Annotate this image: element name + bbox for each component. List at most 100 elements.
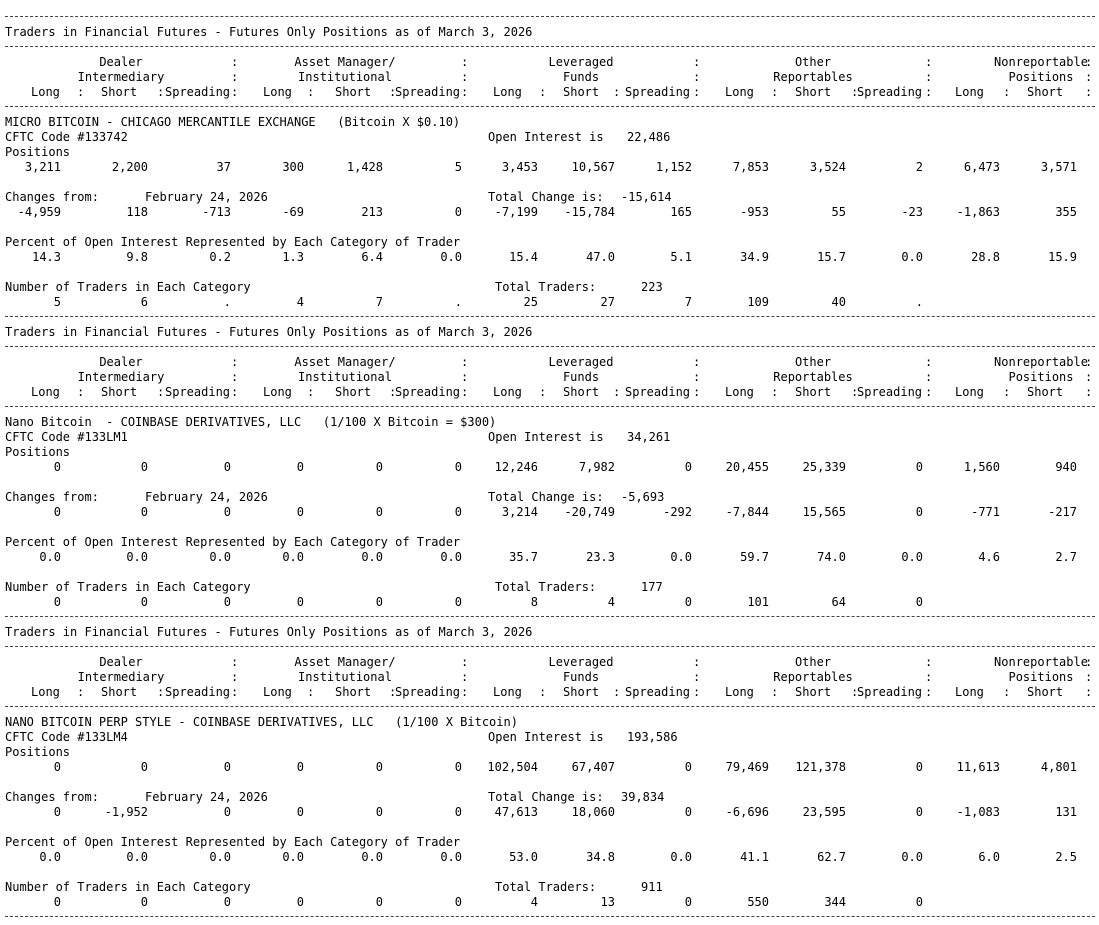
- header-colon: :: [925, 70, 933, 84]
- header-colon: :: [307, 685, 315, 699]
- traders-row-cell: 0: [684, 595, 692, 609]
- open-interest-value: 193,586: [627, 730, 678, 744]
- traders-row-cell: 6: [140, 295, 148, 309]
- positions-row-cell: 1,152: [655, 160, 692, 174]
- contract-line: NANO BITCOIN PERP STYLE - COINBASE DERIV…: [5, 715, 1095, 730]
- header-group-label: Dealer: [99, 355, 143, 369]
- header-column-label: Long: [725, 385, 754, 399]
- changes-line: Changes from: February 24, 2026 Total Chan…: [5, 790, 1095, 805]
- percent-row-cell: 0.0: [282, 550, 304, 564]
- header-column-label: Spreading: [165, 385, 231, 399]
- traders-row-cell: 4: [607, 595, 615, 609]
- header-group-label: Intermediary: [77, 670, 165, 684]
- percent-row: 14.3 9.8 0.2 1.3 6.4 0.0 15.4 47.0 5.1 34.9 15.7 0.…: [5, 250, 1095, 265]
- positions-row-cell: 7,853: [732, 160, 769, 174]
- percent-row-cell: 0.0: [440, 550, 462, 564]
- traders-row-cell: .: [915, 295, 923, 309]
- traders-row-cell: .: [223, 295, 231, 309]
- header-group-label: Dealer: [99, 655, 143, 669]
- positions-row-cell: 0: [684, 760, 692, 774]
- positions-label-line: Positions: [5, 745, 1095, 760]
- header-group-label: Asset Manager/: [294, 55, 396, 69]
- divider-rule: [5, 100, 1095, 115]
- traders-row-cell: 8: [530, 595, 538, 609]
- positions-row-cell: 0: [140, 460, 148, 474]
- percent-row-cell: 5.1: [670, 250, 692, 264]
- header-row2: Intermediary: Institutional: Funds: Reporta…: [5, 670, 1095, 685]
- header-column-label: Long: [263, 685, 292, 699]
- header-column-label: Short: [795, 385, 832, 399]
- header-colon: :: [693, 670, 701, 684]
- header-colon: :: [851, 385, 859, 399]
- positions-row-cell: 20,455: [725, 460, 769, 474]
- header-column-label: Long: [955, 385, 984, 399]
- percent-row-cell: 59.7: [740, 550, 769, 564]
- header-column-label: Short: [795, 685, 832, 699]
- traders-row-cell: 4: [530, 895, 538, 909]
- header-colon: :: [461, 670, 469, 684]
- changes-row-cell: -1,952: [104, 805, 148, 819]
- cftc-line: CFTC Code #133LM4 Open Interest is 193,586: [5, 730, 1095, 745]
- open-interest-value: 34,261: [627, 430, 671, 444]
- divider-rule: [5, 610, 1095, 625]
- percent-row-cell: 34.8: [586, 850, 615, 864]
- header-colon: :: [693, 655, 701, 669]
- header-colon: :: [539, 385, 547, 399]
- header-colon: :: [925, 55, 933, 69]
- total-traders-value: 177: [641, 580, 663, 594]
- positions-row-cell: 0: [454, 760, 462, 774]
- divider-rule: [5, 340, 1095, 355]
- header-colon: :: [925, 655, 933, 669]
- percent-row-cell: 0.0: [670, 850, 692, 864]
- changes-row-cell: -6,696: [725, 805, 769, 819]
- header-group-label: Institutional: [298, 670, 392, 684]
- percent-row-cell: 15.9: [1048, 250, 1077, 264]
- header-colon: :: [851, 85, 859, 99]
- positions-row-cell: 0: [296, 460, 304, 474]
- header-column-label: Spreading: [625, 685, 691, 699]
- changes-row-cell: 3,214: [501, 505, 538, 519]
- traders-row-cell: 0: [296, 595, 304, 609]
- header-colon: :: [461, 55, 469, 69]
- header-colon: :: [461, 655, 469, 669]
- positions-row: 0 0 0 0 0 0 12,246 7,982 0 20,455 25,339 0 1,560 940: [5, 460, 1095, 475]
- positions-row-cell: 25,339: [802, 460, 846, 474]
- traders-row-cell: 0: [375, 595, 383, 609]
- header-colon: :: [389, 385, 397, 399]
- header-colon: :: [231, 670, 239, 684]
- percent-row-cell: 41.1: [740, 850, 769, 864]
- changes-row-cell: -7,844: [725, 505, 769, 519]
- percent-row-cell: 1.3: [282, 250, 304, 264]
- blank-line: [5, 820, 1095, 835]
- changes-row-cell: 0: [454, 505, 462, 519]
- traders-row-cell: 0: [454, 895, 462, 909]
- header-colon: :: [1085, 55, 1093, 69]
- header-colon: :: [1085, 85, 1093, 99]
- traders-row-cell: 7: [684, 295, 692, 309]
- header-colon: :: [539, 685, 547, 699]
- header-column-label: Long: [725, 685, 754, 699]
- header-group-label: Institutional: [298, 70, 392, 84]
- header-column-label: Short: [1027, 385, 1064, 399]
- traders-row-cell: 0: [223, 595, 231, 609]
- changes-row-cell: 0: [375, 805, 383, 819]
- positions-row-cell: 7,982: [578, 460, 615, 474]
- changes-row-cell: -23: [901, 205, 923, 219]
- percent-label: Percent of Open Interest Represented by …: [5, 835, 461, 849]
- total-change-value: -5,693: [621, 490, 665, 504]
- header-colon: :: [1085, 385, 1093, 399]
- percent-row: 0.0 0.0 0.0 0.0 0.0 0.0 35.7 23.3 0.0 59.7 74.0 0.0…: [5, 550, 1095, 565]
- header-group-label: Leveraged: [548, 655, 614, 669]
- header-row3: Long: Short: Spreading: Long: Short: Spreadin…: [5, 85, 1095, 100]
- header-group-label: Positions: [1008, 370, 1074, 384]
- positions-row-cell: 3,453: [501, 160, 538, 174]
- percent-label: Percent of Open Interest Represented by …: [5, 235, 461, 249]
- traders-row-cell: 0: [915, 595, 923, 609]
- positions-row-cell: 0: [454, 460, 462, 474]
- total-change-label: Total Change is:: [488, 490, 604, 504]
- header-group-label: Reportables: [773, 670, 853, 684]
- header-column-label: Long: [31, 385, 60, 399]
- traders-label: Number of Traders in Each Category: [5, 880, 251, 894]
- header-row1: Dealer: Asset Manager/: Leveraged: Other: No…: [5, 655, 1095, 670]
- changes-row-cell: -7,199: [494, 205, 538, 219]
